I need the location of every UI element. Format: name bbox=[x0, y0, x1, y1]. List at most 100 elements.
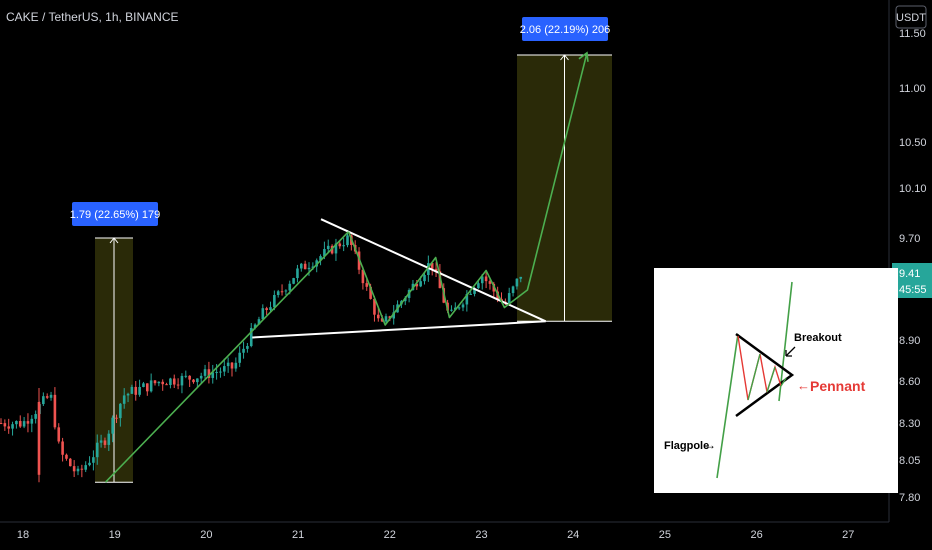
candle-body bbox=[203, 369, 207, 376]
candle-body bbox=[11, 424, 14, 429]
candle-body bbox=[95, 442, 99, 458]
candle-body bbox=[3, 423, 7, 427]
candle-body bbox=[184, 375, 188, 377]
measure-label: 1.79 (22.65%) 179 bbox=[70, 209, 161, 221]
candle-body bbox=[261, 308, 265, 320]
candle-body bbox=[365, 283, 369, 287]
candle-body bbox=[434, 268, 438, 272]
candle-body bbox=[18, 421, 22, 427]
inset-flagpole bbox=[716, 333, 739, 479]
x-tick-label: 26 bbox=[750, 529, 762, 541]
candle-body bbox=[515, 278, 519, 287]
inset-flagpole-arrow: → bbox=[704, 438, 716, 452]
candle-body bbox=[42, 396, 45, 405]
candle-body bbox=[53, 394, 57, 428]
inset-breakout-label: Breakout bbox=[794, 332, 842, 344]
candle-body bbox=[84, 465, 87, 470]
measure-label-box bbox=[72, 202, 158, 226]
candle-body bbox=[257, 319, 261, 325]
candle-body bbox=[246, 346, 249, 349]
price-badge bbox=[892, 263, 932, 298]
candle-body bbox=[219, 371, 222, 373]
candle-body bbox=[199, 375, 203, 379]
y-tick-label: 8.90 bbox=[899, 335, 920, 347]
candle-body bbox=[473, 288, 476, 294]
x-tick-label: 23 bbox=[475, 529, 487, 541]
candle-body bbox=[211, 372, 215, 378]
candle-body bbox=[430, 263, 434, 269]
currency-box bbox=[895, 5, 927, 29]
candle-body bbox=[69, 458, 72, 467]
inset-pennant-label: Pennant bbox=[810, 378, 866, 394]
candle-body bbox=[300, 263, 303, 269]
candle-body bbox=[49, 394, 53, 398]
candle-body bbox=[346, 235, 349, 246]
candle-body bbox=[438, 271, 442, 289]
candle-body bbox=[276, 291, 280, 295]
candle-body bbox=[34, 414, 37, 419]
candle-body bbox=[230, 362, 234, 369]
candle-body bbox=[323, 249, 326, 257]
candle-body bbox=[373, 298, 376, 315]
candle-body bbox=[484, 276, 488, 282]
measure-arrowhead bbox=[109, 237, 119, 244]
candle-body bbox=[342, 245, 345, 247]
candle-body bbox=[465, 294, 469, 305]
inset-panel bbox=[654, 268, 898, 493]
candle-body bbox=[134, 386, 138, 395]
candle-body bbox=[253, 324, 257, 328]
inset-breakout-line bbox=[778, 281, 793, 402]
candle-body bbox=[192, 379, 195, 383]
x-tick-label: 25 bbox=[659, 529, 671, 541]
price-badge-value: 9.41 bbox=[899, 268, 920, 280]
candle-body bbox=[319, 256, 322, 261]
candle-body bbox=[157, 381, 161, 384]
candle-body bbox=[288, 283, 292, 291]
candle-body bbox=[7, 426, 10, 429]
y-tick-label: 8.05 bbox=[899, 455, 920, 467]
candle-body bbox=[165, 384, 168, 386]
candle-body bbox=[30, 418, 34, 424]
flagpole-leg-line bbox=[104, 231, 350, 483]
x-tick-label: 22 bbox=[384, 529, 396, 541]
measure-label: 2.06 (22.19%) 206 bbox=[520, 24, 611, 36]
candle-body bbox=[76, 468, 80, 472]
candle-body bbox=[303, 263, 307, 270]
candle-body bbox=[388, 316, 392, 319]
candle-body bbox=[296, 268, 299, 279]
candle-body bbox=[326, 245, 330, 250]
candle-body bbox=[384, 316, 388, 322]
candle-body bbox=[419, 281, 422, 287]
candle-body bbox=[461, 304, 465, 308]
candle-body bbox=[242, 348, 245, 353]
candle-body bbox=[72, 466, 76, 472]
measure-label-box bbox=[522, 17, 608, 41]
inset-red-swings bbox=[737, 335, 782, 401]
breakout-arrowhead bbox=[578, 51, 589, 62]
inset-pennant-arrow: ← bbox=[797, 378, 810, 393]
candle-body bbox=[234, 362, 238, 369]
x-tick-label: 20 bbox=[200, 529, 212, 541]
inset-pennant-lines bbox=[735, 332, 795, 418]
candle-body bbox=[126, 393, 130, 396]
price-badge-countdown: 45:55 bbox=[899, 284, 927, 296]
y-tick-label: 11.00 bbox=[899, 83, 926, 95]
candle-body bbox=[507, 293, 511, 304]
candle-body bbox=[92, 457, 95, 463]
candle-body bbox=[80, 468, 84, 470]
y-tick-label: 10.50 bbox=[899, 137, 927, 149]
measure-arrowhead bbox=[560, 54, 569, 61]
candle-body bbox=[380, 318, 384, 322]
candle-body bbox=[392, 312, 395, 319]
y-tick-label: 11.50 bbox=[899, 28, 926, 40]
y-tick-label: 9.70 bbox=[899, 233, 920, 245]
candle-body bbox=[57, 427, 61, 442]
candle-body bbox=[172, 378, 176, 385]
candle-body bbox=[111, 417, 114, 434]
x-tick-label: 24 bbox=[567, 529, 579, 541]
currency-label: USDT bbox=[896, 12, 926, 24]
candle-body bbox=[415, 283, 419, 287]
candle-body bbox=[119, 403, 122, 419]
candle-body bbox=[180, 375, 184, 386]
